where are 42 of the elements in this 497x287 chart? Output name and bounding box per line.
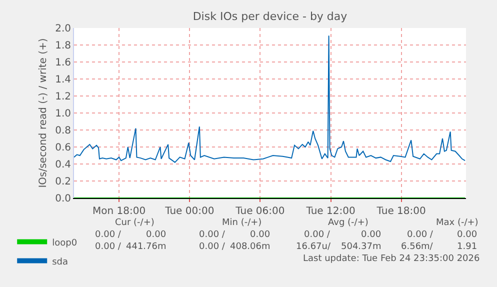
text: 0.00 bbox=[250, 230, 270, 240]
text: 0.00 bbox=[146, 230, 166, 240]
text: 0.00 / bbox=[407, 230, 434, 240]
text: 504.37m bbox=[341, 242, 382, 252]
chart-title: Disk IOs per device - by day bbox=[192, 10, 348, 23]
y-tick-label: 0.4 bbox=[55, 160, 71, 170]
text: 6.56m/ bbox=[401, 242, 434, 252]
x-tick-label: Tue 00:00 bbox=[164, 206, 214, 217]
x-tick-label: Tue 12:00 bbox=[305, 206, 356, 217]
line-series bbox=[74, 35, 466, 163]
y-tick-label: 1.8 bbox=[55, 40, 71, 52]
text: 0.00 / bbox=[304, 230, 331, 240]
text: Avg (-/+) bbox=[328, 218, 368, 228]
text: 0.00 bbox=[457, 230, 478, 240]
text: 1.91 bbox=[457, 242, 478, 252]
text: Max (-/+) bbox=[436, 218, 478, 228]
text: 0.00 / bbox=[199, 230, 226, 240]
y-tick-label: 0.6 bbox=[55, 142, 71, 154]
legend-label: sda bbox=[52, 257, 68, 268]
text: 441.76m bbox=[126, 242, 166, 252]
text: 0.00 bbox=[361, 230, 382, 240]
y-axis-title: IOs/second read (-) / write (+) bbox=[38, 38, 50, 188]
text: Last update: Tue Feb 24 23:35:00 2026 bbox=[303, 254, 480, 264]
text: 0.00 / bbox=[95, 230, 122, 240]
y-tick-label: 0.8 bbox=[55, 126, 71, 136]
text: Min (-/+) bbox=[222, 218, 262, 228]
y-tick-label: 0.2 bbox=[55, 176, 71, 188]
y-tick-label: 1.2 bbox=[55, 92, 71, 102]
y-tick-label: 2.0 bbox=[55, 24, 71, 34]
x-tick-label: Tue 18:00 bbox=[376, 206, 426, 217]
y-tick-label: 1.4 bbox=[55, 74, 71, 86]
x-tick-label: Tue 06:00 bbox=[234, 206, 285, 217]
x-tick-label: Mon 18:00 bbox=[92, 206, 146, 217]
y-tick-label: 1.6 bbox=[55, 58, 71, 68]
text: 0.00 / bbox=[95, 242, 122, 252]
y-tick-label: 0.0 bbox=[55, 194, 71, 204]
y-tick-label: 1.0 bbox=[55, 108, 71, 120]
legend-label: loop0 bbox=[52, 238, 78, 248]
text: Cur (-/+) bbox=[115, 218, 154, 228]
text: 0.00 / bbox=[199, 242, 226, 252]
text: 408.06m bbox=[230, 242, 270, 252]
text: 16.67u/ bbox=[296, 242, 332, 252]
